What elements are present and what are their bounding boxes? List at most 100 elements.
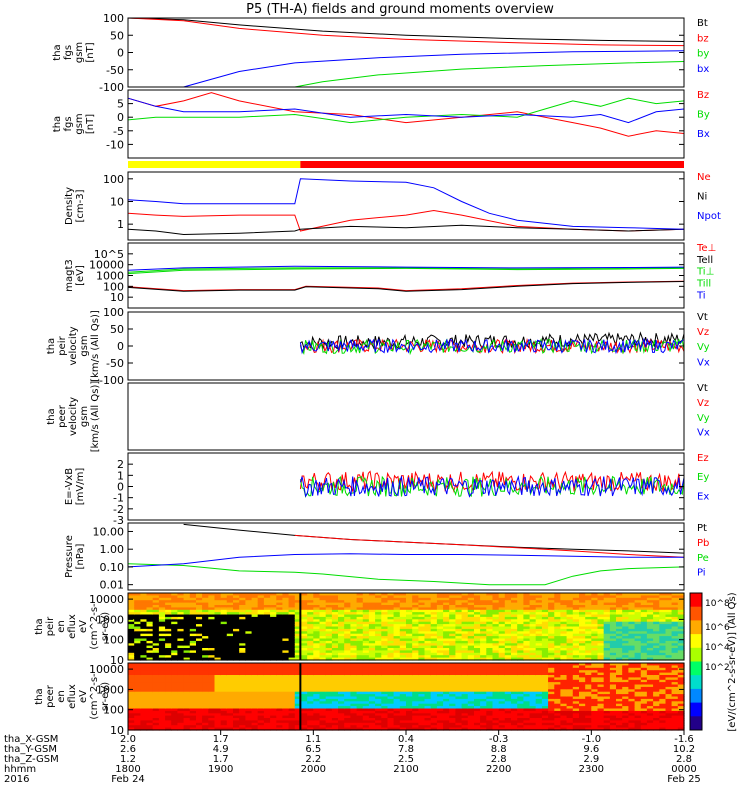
heatmap-cell bbox=[344, 652, 351, 656]
heatmap-cell bbox=[406, 636, 413, 640]
heatmap-cell bbox=[313, 655, 321, 659]
heatmap-cell bbox=[152, 665, 160, 669]
heatmap-cell bbox=[541, 602, 549, 606]
heatmap-cell bbox=[529, 677, 537, 681]
heatmap-cell bbox=[134, 597, 141, 601]
heatmap-cell bbox=[603, 657, 611, 661]
heatmap-cell bbox=[270, 686, 277, 690]
heatmap-cell bbox=[171, 691, 178, 695]
heatmap-cell bbox=[591, 655, 599, 659]
heatmap-cell bbox=[579, 607, 586, 611]
heatmap-cell bbox=[591, 689, 599, 693]
heatmap-cell bbox=[313, 667, 321, 671]
heatmap-cell bbox=[566, 727, 574, 731]
heatmap-cell bbox=[560, 636, 568, 640]
heatmap-cell bbox=[294, 645, 302, 649]
heatmap-cell bbox=[406, 650, 413, 654]
heatmap-cell bbox=[560, 677, 568, 681]
heatmap-cell bbox=[504, 657, 512, 661]
heatmap-cell bbox=[375, 640, 382, 644]
heatmap-cell bbox=[498, 638, 506, 642]
heatmap-cell bbox=[467, 713, 475, 717]
heatmap-cell bbox=[486, 605, 494, 608]
heatmap-cell bbox=[548, 595, 555, 599]
heatmap-cell bbox=[270, 715, 277, 719]
heatmap-cell bbox=[140, 663, 148, 666]
heatmap-cell bbox=[319, 609, 327, 613]
heatmap-cell bbox=[313, 679, 321, 683]
heatmap-cell bbox=[270, 718, 277, 721]
heatmap-cell bbox=[202, 621, 209, 625]
heatmap-cell bbox=[517, 706, 524, 710]
heatmap-cell bbox=[202, 633, 209, 637]
heatmap-cell bbox=[294, 713, 302, 717]
heatmap-cell bbox=[455, 602, 463, 606]
heatmap-cell bbox=[616, 628, 623, 632]
heatmap-cell bbox=[313, 621, 321, 625]
heatmap-cell bbox=[307, 689, 314, 693]
heatmap-cell bbox=[319, 657, 327, 661]
heatmap-cell bbox=[282, 621, 290, 625]
heatmap-cell bbox=[146, 640, 154, 644]
heatmap-cell bbox=[436, 638, 444, 642]
heatmap-cell bbox=[418, 645, 426, 649]
heatmap-cell bbox=[158, 670, 166, 674]
heatmap-cell bbox=[177, 621, 185, 625]
heatmap-cell bbox=[233, 628, 240, 632]
heatmap-cell bbox=[653, 657, 660, 661]
heatmap-cell bbox=[214, 597, 222, 601]
heatmap-cell bbox=[504, 619, 512, 623]
heatmap-cell bbox=[140, 621, 148, 625]
heatmap-cell bbox=[474, 643, 481, 647]
heatmap-cell bbox=[560, 595, 568, 599]
heatmap-cell bbox=[436, 670, 444, 674]
heatmap-cell bbox=[338, 636, 345, 640]
heatmap-cell bbox=[412, 650, 419, 654]
heatmap-cell bbox=[362, 648, 370, 651]
heatmap-cell bbox=[480, 593, 487, 596]
heatmap-cell bbox=[282, 672, 290, 676]
heatmap-cell bbox=[177, 628, 185, 632]
heatmap-cell bbox=[288, 648, 296, 651]
heatmap-cell bbox=[449, 725, 456, 729]
heatmap-cell bbox=[511, 631, 518, 635]
heatmap-cell bbox=[393, 652, 401, 656]
heatmap-cell bbox=[146, 631, 154, 635]
heatmap-cell bbox=[196, 593, 203, 596]
series-Pt bbox=[183, 523, 685, 554]
heatmap-cell bbox=[331, 645, 339, 649]
heatmap-cell bbox=[214, 640, 222, 644]
heatmap-cell bbox=[504, 652, 512, 656]
heatmap-cell bbox=[375, 614, 382, 618]
heatmap-cell bbox=[220, 689, 228, 693]
heatmap-cell bbox=[529, 694, 537, 698]
heatmap-cell bbox=[393, 607, 401, 611]
heatmap-cell bbox=[263, 720, 271, 724]
heatmap-cell bbox=[572, 713, 580, 717]
heatmap-cell bbox=[202, 675, 209, 678]
heatmap-cell bbox=[498, 612, 506, 616]
y-axis-label: tha bbox=[46, 338, 57, 354]
heatmap-cell bbox=[301, 628, 308, 632]
heatmap-cell bbox=[504, 640, 512, 644]
heatmap-cell bbox=[381, 672, 389, 676]
heatmap-cell bbox=[288, 655, 296, 659]
heatmap-cell bbox=[535, 703, 543, 707]
heatmap-cell bbox=[548, 609, 555, 613]
heatmap-cell bbox=[628, 602, 636, 606]
heatmap-cell bbox=[276, 713, 284, 717]
heatmap-cell bbox=[609, 722, 617, 726]
heatmap-cell bbox=[572, 663, 580, 666]
heatmap-cell bbox=[183, 675, 191, 678]
heatmap-cell bbox=[393, 696, 401, 700]
heatmap-cell bbox=[535, 626, 543, 630]
heatmap-cell bbox=[152, 597, 160, 601]
heatmap-cell bbox=[233, 722, 240, 726]
heatmap-cell bbox=[319, 698, 327, 702]
heatmap-cell bbox=[140, 602, 148, 606]
heatmap-cell bbox=[616, 689, 623, 693]
heatmap-cell bbox=[270, 607, 277, 611]
y-tick-label: 10^5 bbox=[94, 248, 124, 261]
heatmap-cell bbox=[511, 616, 518, 620]
heatmap-cell bbox=[418, 725, 426, 729]
